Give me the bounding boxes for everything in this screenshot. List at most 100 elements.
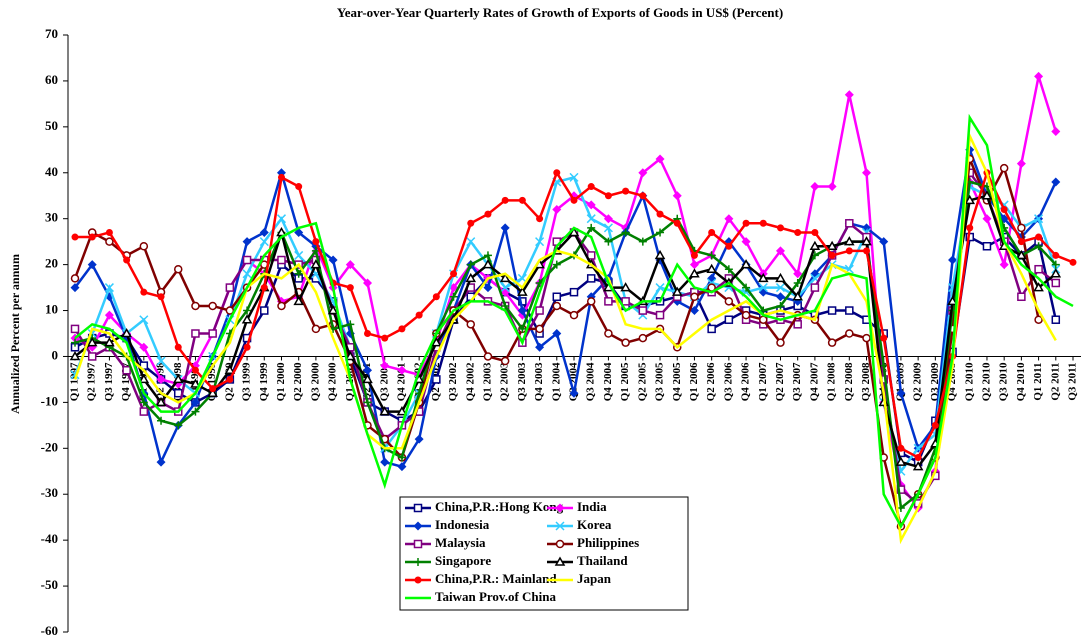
marker [844,236,855,246]
marker [793,278,802,287]
marker [484,210,492,218]
marker [1050,268,1062,278]
marker [638,168,648,178]
marker [242,255,252,265]
marker [208,329,217,338]
marker [622,187,630,195]
marker [69,350,81,361]
marker [914,453,922,461]
marker [999,260,1009,270]
marker [552,292,562,302]
marker [1016,249,1027,260]
marker [276,226,287,237]
marker [707,273,717,283]
marker [465,272,477,283]
marker [552,329,562,338]
marker [690,292,699,302]
marker [776,338,785,347]
marker [638,333,648,343]
marker [776,301,785,310]
marker [156,374,166,384]
marker [104,337,115,347]
x-tick-label: Q3 2002 [447,362,459,401]
marker [380,361,390,371]
legend-label: Singapore [435,553,491,568]
marker [431,337,442,347]
marker [759,219,767,227]
marker [553,169,561,177]
marker [1033,282,1044,292]
x-tick-label: Q1 2000 [275,362,287,401]
marker [1034,242,1043,251]
marker [724,265,733,274]
marker [500,356,510,366]
x-tick-label: Q1 2007 [757,362,769,401]
marker [671,286,683,296]
series [70,71,1061,513]
marker [604,192,612,200]
line [74,235,1058,464]
marker [139,241,149,251]
x-tick-label: Q3 2003 [516,362,528,401]
x-tick-label: Q2 2011 [1049,362,1061,400]
y-tick-label: -20 [41,439,58,454]
legend-box [399,496,689,611]
marker [71,233,79,241]
marker [672,191,682,201]
legend-marker [414,558,422,566]
marker [912,461,924,471]
marker [896,388,906,398]
marker [87,260,97,270]
marker [1017,238,1025,246]
marker [157,416,166,425]
x-tick-label: Q4 2002 [464,362,476,401]
marker [742,283,751,292]
marker [467,219,475,227]
line [73,131,1057,545]
x-tick-label: Q2 2003 [499,362,511,401]
legend-label: Korea [577,517,612,532]
marker [140,288,148,296]
marker [104,310,114,320]
marker [655,154,665,164]
marker [981,190,993,200]
marker [191,407,200,416]
marker [121,327,132,338]
marker [191,301,200,311]
marker [139,407,149,416]
x-tick-label: Q2 2009 [912,362,924,401]
marker [775,283,786,293]
marker [501,301,510,310]
marker [276,214,287,224]
legend-marker [555,521,565,531]
legend-label: Indonesia [435,517,490,532]
marker [190,397,200,407]
marker [156,457,166,467]
x-tick-label: Q2 1997 [86,362,98,401]
marker [552,301,562,311]
x-tick-label: Q2 2008 [843,362,855,401]
marker [363,365,373,375]
x-tick-label: Q4 2006 [740,362,752,401]
marker [518,196,526,204]
marker [845,219,854,228]
x-tick-label: Q3 2006 [722,362,734,401]
x-tick-label: Q1 2005 [619,362,631,401]
marker [70,274,80,283]
marker [70,324,80,334]
y-tick-label: 30 [45,210,58,225]
marker [346,320,355,329]
legend-label: Taiwan Prov.of China [435,589,557,604]
x-tick-label: Q1 2008 [826,362,838,401]
marker [587,183,595,191]
marker [1051,278,1061,288]
marker [517,306,527,316]
y-tick-label: -30 [41,485,58,500]
marker [604,297,613,306]
legend-label: Philippines [577,535,639,550]
marker [241,314,253,324]
marker [586,214,596,224]
marker [638,237,647,246]
marker [364,330,372,337]
marker [363,278,373,288]
